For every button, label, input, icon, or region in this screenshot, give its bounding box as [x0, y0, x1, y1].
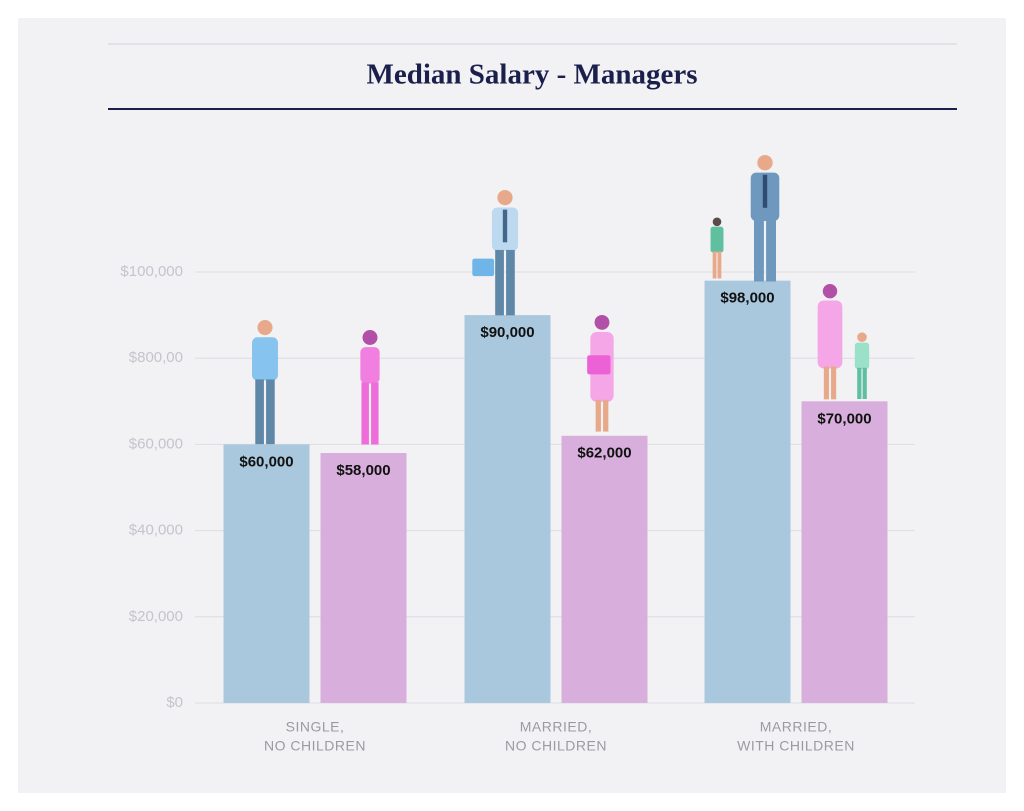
- figure: [360, 330, 380, 445]
- figure: [710, 217, 724, 279]
- value-label: $70,000: [817, 410, 871, 427]
- y-tick-label: $800,00: [129, 349, 183, 366]
- figure: [854, 332, 870, 399]
- figure: [587, 315, 614, 432]
- illustrations: [252, 155, 870, 445]
- chart-title: Median Salary - Managers: [366, 59, 697, 91]
- value-label: $98,000: [720, 290, 774, 307]
- figure: [472, 190, 519, 316]
- bar: [464, 315, 551, 703]
- figure: [252, 320, 278, 445]
- value-label: $58,000: [336, 462, 390, 479]
- value-label: $90,000: [480, 324, 534, 341]
- value-label: $62,000: [577, 445, 631, 462]
- grid: $0 $20,000 $40,000 $60,000 $800,00 $100,000: [120, 263, 915, 711]
- y-tick-label: $0: [166, 694, 183, 711]
- x-tick-label: SINGLE,: [286, 719, 345, 735]
- labels: $60,000 $90,000 $98,000 $58,000 $62,000 $70,0…: [239, 290, 871, 754]
- value-label: $60,000: [239, 453, 293, 470]
- bar: [561, 435, 648, 703]
- figure: [750, 155, 780, 282]
- bars: [223, 280, 888, 703]
- y-tick-label: $100,000: [120, 263, 183, 280]
- figure: [817, 284, 843, 400]
- x-tick-label: MARRIED,: [760, 719, 832, 735]
- y-tick-label: $60,000: [129, 435, 183, 452]
- bar: [223, 444, 310, 703]
- x-tick-label: MARRIED,: [520, 719, 592, 735]
- x-tick-label: NO CHILDREN: [505, 738, 607, 754]
- x-tick-label: WITH CHILDREN: [737, 738, 855, 754]
- bar: [320, 453, 407, 703]
- bar: [801, 401, 888, 703]
- x-tick-label: NO CHILDREN: [264, 738, 366, 754]
- y-tick-label: $40,000: [129, 522, 183, 539]
- bar: [704, 280, 791, 703]
- y-tick-label: $20,000: [129, 608, 183, 625]
